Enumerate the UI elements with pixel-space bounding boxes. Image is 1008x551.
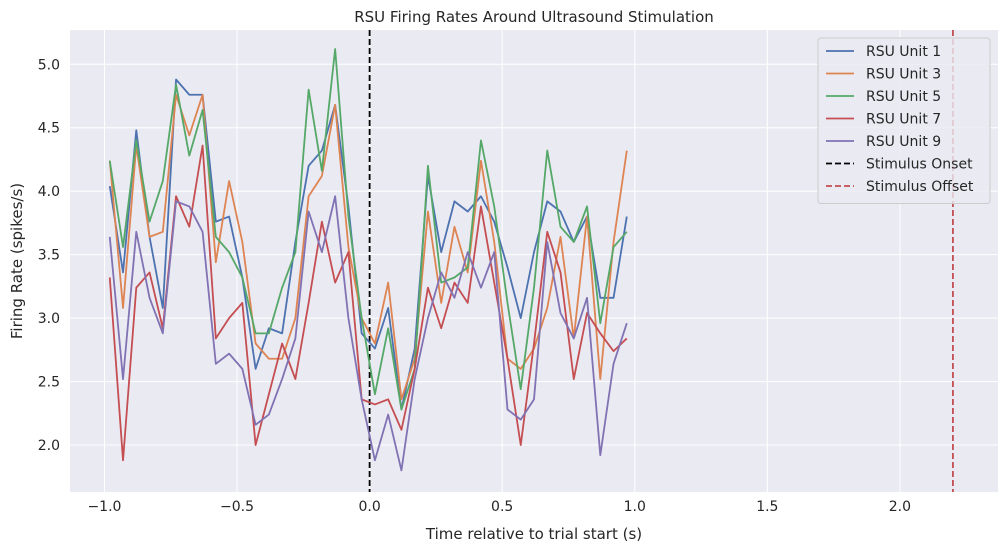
series-line-4 — [108, 144, 628, 462]
y-tick-label: 3.0 — [38, 311, 60, 327]
x-tick-label: 0.5 — [491, 499, 513, 515]
y-tick-label: 2.0 — [38, 438, 60, 454]
x-tick-label: −1.0 — [87, 499, 121, 515]
x-axis-ticks: −1.0 −0.5 0.0 0.5 1.0 1.5 2.0 — [87, 499, 911, 515]
y-tick-label: 3.5 — [38, 248, 60, 264]
x-tick-label: 1.0 — [624, 499, 646, 515]
legend-label: RSU Unit 3 — [866, 67, 941, 83]
legend-label: Stimulus Onset — [866, 157, 973, 173]
series-line-5 — [108, 195, 628, 472]
legend: RSU Unit 1 RSU Unit 3 RSU Unit 5 RSU Unit 7… — [817, 37, 991, 204]
x-tick-label: −0.5 — [220, 499, 254, 515]
y-tick-label: 2.5 — [38, 375, 60, 391]
legend-label: RSU Unit 7 — [866, 112, 941, 128]
y-tick-label: 5.0 — [38, 57, 60, 73]
x-tick-label: 2.0 — [889, 499, 911, 515]
x-tick-label: 0.0 — [358, 499, 380, 515]
series-line-3 — [108, 48, 628, 411]
x-axis-label: Time relative to trial start (s) — [425, 525, 642, 543]
chart-title: RSU Firing Rates Around Ultrasound Stimu… — [354, 8, 714, 26]
legend-label: Stimulus Offset — [866, 179, 974, 195]
legend-label: RSU Unit 5 — [866, 89, 941, 105]
y-tick-label: 4.0 — [38, 184, 60, 200]
series-lines — [108, 48, 628, 472]
legend-label: RSU Unit 1 — [866, 44, 941, 60]
y-tick-label: 4.5 — [38, 121, 60, 137]
legend-label: RSU Unit 9 — [866, 134, 941, 150]
y-axis-label: Firing Rate (spikes/s) — [8, 183, 26, 339]
y-axis-ticks: 2.0 2.5 3.0 3.5 4.0 4.5 5.0 — [38, 57, 60, 454]
legend-box — [817, 37, 991, 204]
x-tick-label: 1.5 — [756, 499, 778, 515]
